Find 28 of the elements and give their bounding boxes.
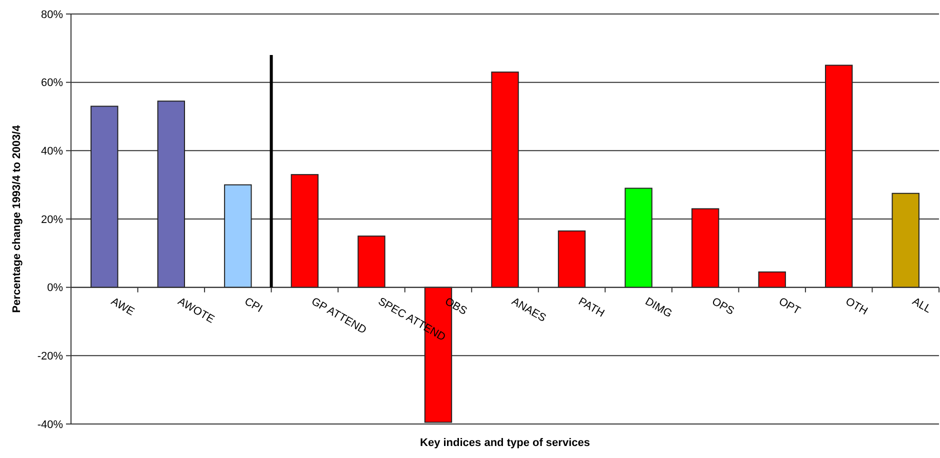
bar	[358, 236, 386, 288]
x-tick-label: OBS	[442, 296, 469, 318]
x-tick-label: CPI	[242, 296, 264, 316]
bar	[824, 64, 853, 288]
y-tick-label: 80%	[40, 8, 64, 21]
x-tick-label: AWE	[108, 296, 136, 318]
bar	[157, 100, 186, 288]
bar	[90, 106, 118, 288]
x-tick-label: OTH	[843, 296, 870, 318]
bar	[491, 72, 519, 288]
y-tick-label: 0%	[47, 282, 64, 294]
x-tick-label: OPT	[776, 296, 802, 318]
y-tick-label: 60%	[40, 77, 64, 90]
bar	[691, 208, 720, 288]
y-axis-title: Percentage change 1993/4 to 2003/4	[11, 124, 23, 313]
y-tick-label: -20%	[37, 350, 64, 363]
bar	[758, 271, 786, 288]
x-tick-label: ALL	[910, 296, 934, 316]
bar	[224, 184, 252, 288]
y-tick-label: 40%	[40, 146, 64, 158]
x-tick-label: OPS	[710, 296, 736, 318]
y-tick-label: 20%	[40, 214, 64, 226]
bar	[558, 230, 586, 288]
y-tick-label: -40%	[37, 418, 64, 431]
x-axis-title: Key indices and type of services	[420, 437, 590, 449]
bar	[892, 192, 920, 288]
bar	[624, 188, 652, 288]
bar	[290, 174, 319, 288]
